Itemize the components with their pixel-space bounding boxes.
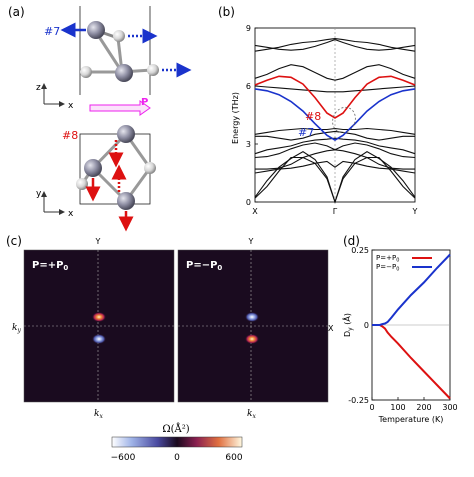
plot-frame [254,27,416,203]
hotspot-positive [92,312,106,322]
y-tick-label: -0.25 [348,396,369,405]
atom-small [144,162,156,174]
atom-large [117,125,135,143]
colorbar-tick-min: −600 [111,453,136,463]
crossing-highlight [332,106,356,134]
hotspot-negative [92,334,106,344]
x-tick-label: 0 [369,403,374,412]
phonon-band [254,38,416,52]
phonon-band [254,137,416,155]
polarization-arrow: P [89,97,151,116]
ky-label: ky [12,323,21,334]
map-title-left: P=+P0 [32,260,68,272]
atom-large [84,159,102,177]
kx-label-right: kx [247,409,256,420]
right-axis-label: X [328,324,334,333]
axes-indicator-top: z x [36,83,74,111]
colorbar [111,436,243,448]
mode-band-8 [254,75,416,119]
x-tick-label: 300 [442,403,457,412]
x-axis-label: Temperature (K) [378,415,444,424]
atom-small [80,66,92,78]
phonon-band [254,85,416,93]
atom-small [113,30,125,42]
y-tick-label: 0.25 [351,246,369,255]
y-tick-label: 0 [246,198,251,207]
atom-large [115,64,133,82]
atom-small [147,64,159,76]
phonon-band [254,151,416,204]
colorbar-tick-max: 600 [225,453,242,463]
phonon-band [255,130,415,141]
mode7-band-label: #7 [298,126,314,139]
mode7-label: #7 [44,25,60,38]
mode8-band-label: #8 [305,110,321,123]
panel-c-label: (c) [6,234,22,248]
y-tick-label: 9 [246,24,251,33]
panel-a-label: (a) [8,5,25,19]
axis-y-label: y [36,189,42,199]
panel-a: (a) #7 z x [8,5,192,232]
panel-c: (c) Y Y X P=+P0 P=−P0 ky kx kx Ω(Å²) −60… [6,234,334,463]
x-tick-label: 200 [416,403,431,412]
top-axis-label-right: Y [248,237,254,246]
y-axis-label: Energy (THz) [231,92,240,144]
y-tick-label: 0 [364,321,369,330]
atom-large [87,21,105,39]
atom-large [117,192,135,210]
series-line-minus [372,253,451,326]
x-tick-X: X [252,207,258,216]
p-label: P [141,97,148,108]
axis-z-label: z [36,83,41,93]
phonon-band [254,64,416,81]
y-tick-label: 6 [246,82,251,91]
axes-indicator-bottom: y x [36,189,74,219]
x-tick-gamma: Γ [333,207,338,216]
panel-d: (d) Dy (Å) Temperature (K) 0 100 200 300 0.2… [341,234,458,424]
hotspot-positive [245,334,259,344]
legend: P=+P0 P=−P0 [376,254,432,273]
p-arrow-shape [89,100,151,116]
x-tick-label: 100 [390,403,405,412]
y-axis-label: Dy (Å) [341,313,354,337]
phonon-band [254,160,416,174]
series-line-plus [372,324,451,400]
phonon-band [254,142,416,159]
x-tick-Y: Y [412,207,418,216]
phonon-band [254,39,416,51]
kx-label-left: kx [94,409,103,420]
mode-band-7 [254,88,416,142]
legend-label-plus: P=+P0 [376,254,399,264]
axis-x-label: x [68,101,74,111]
bond [94,31,124,73]
legend-label-minus: P=−P0 [376,263,399,273]
map-title-right: P=−P0 [186,260,222,272]
hotspot-negative [245,312,259,322]
mode8-label: #8 [62,129,78,142]
colorbar-label: Ω(Å²) [162,423,189,435]
curvature-map-right [177,249,329,403]
curvature-map-left [23,249,175,403]
y-tick-label: 3 [246,140,251,149]
panel-b-label: (b) [218,5,235,19]
panel-d-label: (d) [343,234,360,248]
structure-bottom: #8 [62,125,156,232]
top-axis-label-left: Y [95,237,101,246]
polarization-lines [372,253,451,400]
axis-x-label: x [68,209,74,219]
atom-small [76,178,88,190]
colorbar-tick-zero: 0 [174,453,180,463]
phonon-bands [254,38,416,204]
panel-b: (b) Energy (THz) 0 3 6 9 #8 #7 X Γ Y [218,5,418,216]
phonon-band [254,127,416,135]
structure-top: #7 [44,6,192,95]
